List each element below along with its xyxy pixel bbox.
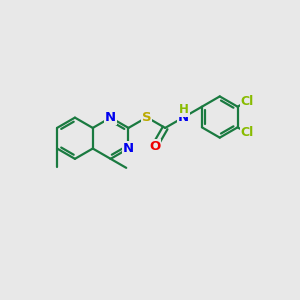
Text: S: S bbox=[142, 111, 152, 124]
Text: N: N bbox=[178, 111, 189, 124]
Text: N: N bbox=[123, 142, 134, 155]
Text: N: N bbox=[105, 111, 116, 124]
Text: H: H bbox=[178, 103, 188, 116]
Text: O: O bbox=[149, 140, 160, 153]
Text: Cl: Cl bbox=[241, 127, 254, 140]
Text: Cl: Cl bbox=[241, 94, 254, 107]
